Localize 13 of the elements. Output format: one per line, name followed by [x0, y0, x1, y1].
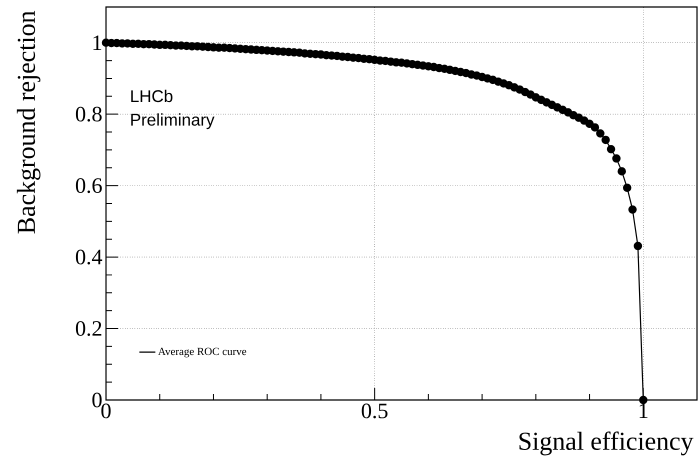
- y-tick-label: 0.6: [76, 178, 102, 194]
- y-tick-label: 0.4: [76, 250, 102, 265]
- annotation: LHCb: [131, 90, 172, 102]
- x-tick-label: 1: [640, 404, 648, 418]
- y-axis-title: Background rejection: [16, 10, 40, 234]
- annotation: Preliminary: [131, 113, 214, 130]
- x-tick-label: 0.5: [362, 404, 388, 418]
- legend-label: Average ROC curve: [158, 348, 246, 358]
- x-axis-title: Signal efficiency: [519, 432, 694, 456]
- y-tick-label: 0.2: [76, 321, 102, 336]
- y-tick-label: 1: [93, 35, 102, 50]
- y-tick-label: 0: [92, 392, 102, 408]
- y-tick-label: 0.8: [76, 106, 102, 122]
